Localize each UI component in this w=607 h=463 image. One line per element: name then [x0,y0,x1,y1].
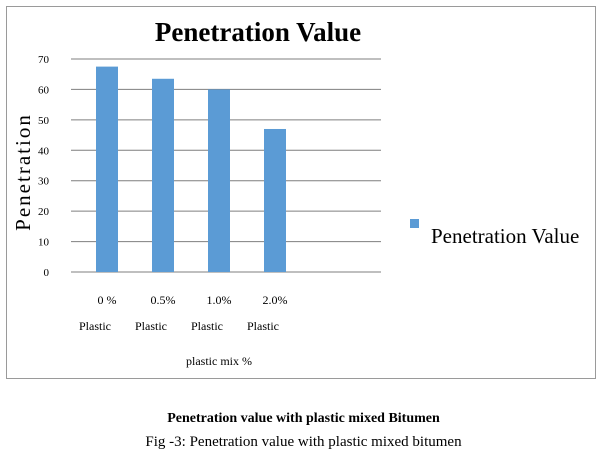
x-category-sublabel: Plastic [79,319,111,333]
bars [96,66,286,273]
x-category-label: 0 % [98,293,117,307]
legend-label: Penetration Value [431,224,579,248]
y-tick-label: 30 [38,176,50,188]
x-category-sublabel: Plastic [191,319,223,333]
y-tick-label: 20 [38,206,50,218]
y-tick-label: 50 [38,115,50,127]
chart-frame: Penetration Value Penetration 0 10 20 30 40 5… [6,6,596,379]
x-category-label: 1.0% [207,293,232,307]
chart-title: Penetration Value [155,17,361,47]
y-tick-label: 0 [44,267,50,279]
y-tick-label: 40 [38,145,50,157]
bar [208,89,230,272]
x-category-sublabel: Plastic [247,319,279,333]
bar [264,128,286,272]
bar [152,78,174,273]
figure-title: Penetration value with plastic mixed Bit… [167,411,440,426]
legend-swatch [410,219,419,228]
x-category-labels: 0 % Plastic 0.5% Plastic 1.0% Plastic 2.0% Plas… [79,293,288,333]
x-category-label: 0.5% [151,293,176,307]
figure-caption: Fig -3: Penetration value with plastic m… [145,434,462,450]
y-tick-label: 60 [38,84,50,96]
y-tick-label: 10 [38,237,50,249]
y-tick-label: 70 [38,54,50,66]
y-axis-label: Penetration [11,113,35,231]
x-axis-label: plastic mix % [186,354,252,368]
x-category-label: 2.0% [263,293,288,307]
x-category-sublabel: Plastic [135,319,167,333]
bar [96,66,118,272]
y-tick-labels: 0 10 20 30 40 50 60 70 [38,54,50,279]
bar-chart: Penetration Value Penetration 0 10 20 30 40 5… [11,17,579,368]
legend: Penetration Value [410,219,579,248]
